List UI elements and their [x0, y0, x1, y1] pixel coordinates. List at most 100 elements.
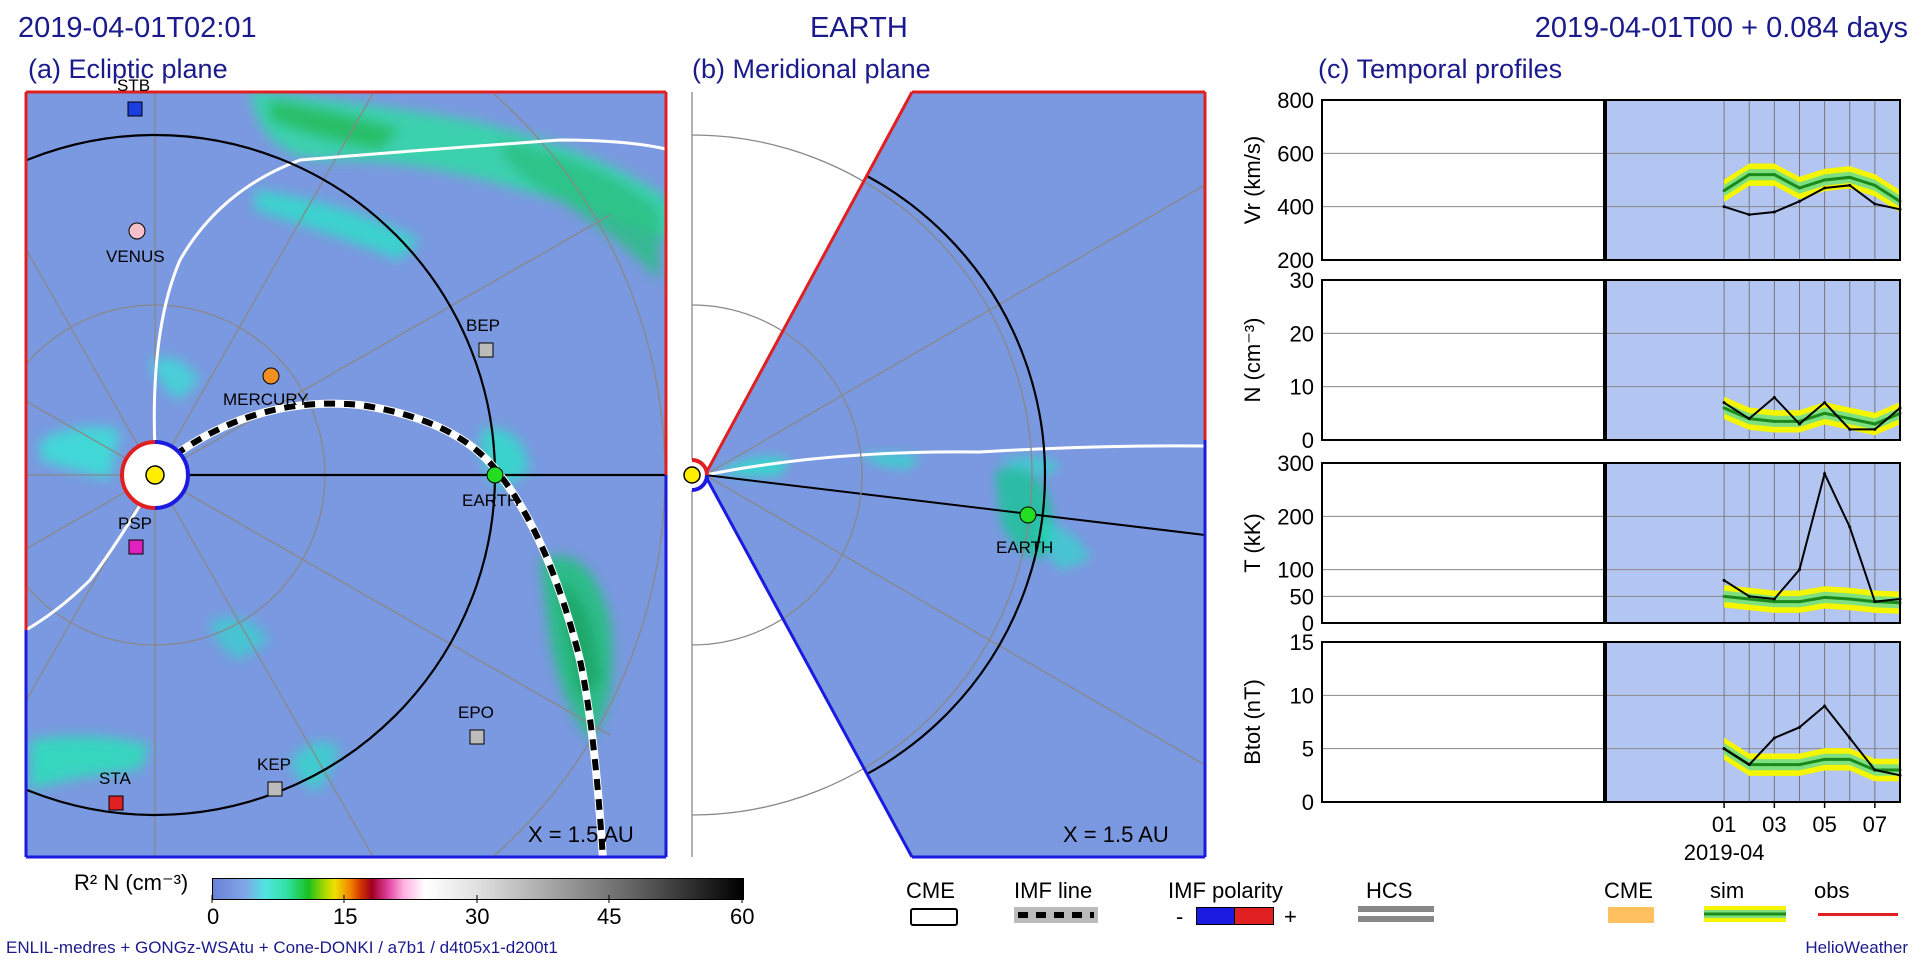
obs-point	[1747, 594, 1751, 598]
profile-frame	[1321, 279, 1901, 441]
y-tick-label: 30	[1290, 268, 1314, 293]
y-tick-label: 300	[1277, 451, 1314, 476]
colorbar-tick-15: 15	[333, 904, 358, 929]
legend-cme-swatch	[910, 908, 958, 926]
obs-point	[1823, 186, 1827, 190]
sim-point	[1747, 597, 1751, 601]
label-epo: EPO	[458, 703, 494, 722]
obs-point	[1873, 768, 1877, 772]
y-tick-label: 100	[1277, 558, 1314, 583]
obs-line	[1723, 470, 1901, 603]
obs-point	[1797, 568, 1801, 572]
colorbar-tick-60: 60	[730, 904, 755, 929]
meridional-plot	[680, 90, 1207, 859]
panel-c-title: (c) Temporal profiles	[1318, 54, 1563, 84]
sim-point	[1747, 173, 1751, 177]
y-tick-label: 0	[1302, 611, 1314, 636]
sim-line	[1723, 173, 1901, 203]
obs-point	[1848, 183, 1852, 187]
sim-point	[1797, 600, 1801, 604]
legend-imf-line-swatch	[1014, 907, 1098, 923]
obs-point	[1797, 422, 1801, 426]
obs-line	[1723, 704, 1901, 777]
y-tick-label: 0	[1302, 790, 1314, 815]
legend-obs-swatch	[1818, 913, 1898, 916]
x-tick-label: 07	[1863, 812, 1887, 837]
profile-shade	[1605, 642, 1900, 802]
legend-cme2-swatch	[1608, 907, 1654, 923]
sim-point	[1772, 173, 1776, 177]
y-tick-label: 10	[1290, 375, 1314, 400]
y-tick-label: 600	[1277, 141, 1314, 166]
obs-point	[1772, 395, 1776, 399]
colorbar-tick-45: 45	[597, 904, 622, 929]
label-mercury: MERCURY	[223, 390, 309, 409]
legend-polarity-neg	[1196, 907, 1236, 925]
y-tick-label: 800	[1277, 88, 1314, 113]
y-tick-label: 200	[1277, 248, 1314, 273]
x-date-label: 2019-04	[1684, 840, 1765, 860]
obs-point	[1848, 736, 1852, 740]
sim-point	[1848, 597, 1852, 601]
panel-b-title: (b) Meridional plane	[692, 54, 931, 84]
sim-point	[1722, 406, 1726, 410]
sim-point	[1848, 757, 1852, 761]
profile-frame	[1321, 462, 1901, 624]
obs-line	[1723, 184, 1901, 216]
obs-line	[1723, 395, 1901, 431]
bep-marker	[478, 342, 494, 358]
label-earth-a: EARTH	[462, 491, 520, 510]
y-tick-label: 400	[1277, 195, 1314, 220]
sim-point	[1873, 422, 1877, 426]
sta-marker	[108, 795, 124, 811]
obs-point	[1747, 213, 1751, 217]
obs-point	[1747, 417, 1751, 421]
obs-point	[1797, 199, 1801, 203]
sim-line	[1723, 594, 1901, 605]
sim-line	[1723, 406, 1901, 426]
mercury-marker	[262, 367, 280, 385]
obs-point	[1823, 401, 1827, 405]
obs-point	[1848, 427, 1852, 431]
obs-point	[1772, 736, 1776, 740]
target-title: EARTH	[810, 12, 908, 44]
label-stb: STB	[117, 76, 151, 95]
footer-model: ENLIL-medres + GONGz-WSAtu + Cone-DONKI …	[6, 938, 558, 957]
label-venus: VENUS	[106, 247, 165, 266]
footer-brand: HelioWeather	[1805, 938, 1908, 957]
venus-marker	[128, 222, 146, 240]
sim-inner-band	[1724, 743, 1900, 776]
obs-point	[1722, 747, 1726, 751]
y-axis-label: Vr (km/s)	[1240, 136, 1265, 224]
sim-point	[1772, 419, 1776, 423]
legend-sim-swatch	[1704, 906, 1786, 922]
label-kep: KEP	[257, 755, 292, 774]
time-right: 2019-04-01T00 + 0.084 days	[1534, 12, 1908, 44]
sim-point	[1797, 763, 1801, 767]
y-axis-label: N (cm⁻³)	[1240, 318, 1265, 403]
obs-point	[1772, 597, 1776, 601]
x-tick-label: 01	[1712, 812, 1736, 837]
legend-hcs-swatch-2	[1358, 916, 1434, 922]
sim-line	[1723, 747, 1900, 772]
x-tick-label: 03	[1762, 812, 1786, 837]
obs-point	[1722, 205, 1726, 209]
colorbar	[212, 878, 744, 900]
obs-point	[1772, 210, 1776, 214]
sim-point	[1772, 763, 1776, 767]
y-tick-label: 50	[1290, 584, 1314, 609]
y-axis-label: Btot (nT)	[1240, 679, 1265, 765]
stb-marker	[127, 101, 143, 117]
sim-point	[1797, 186, 1801, 190]
y-tick-label: 10	[1290, 683, 1314, 708]
obs-point	[1722, 401, 1726, 405]
sim-point	[1848, 175, 1852, 179]
sun-icon-b	[683, 466, 701, 484]
legend-hcs: HCS	[1366, 878, 1413, 903]
obs-point	[1873, 600, 1877, 604]
sim-point	[1722, 594, 1726, 598]
y-tick-label: 20	[1290, 321, 1314, 346]
sim-point	[1823, 757, 1827, 761]
obs-point	[1873, 427, 1877, 431]
earth-marker	[486, 466, 504, 484]
